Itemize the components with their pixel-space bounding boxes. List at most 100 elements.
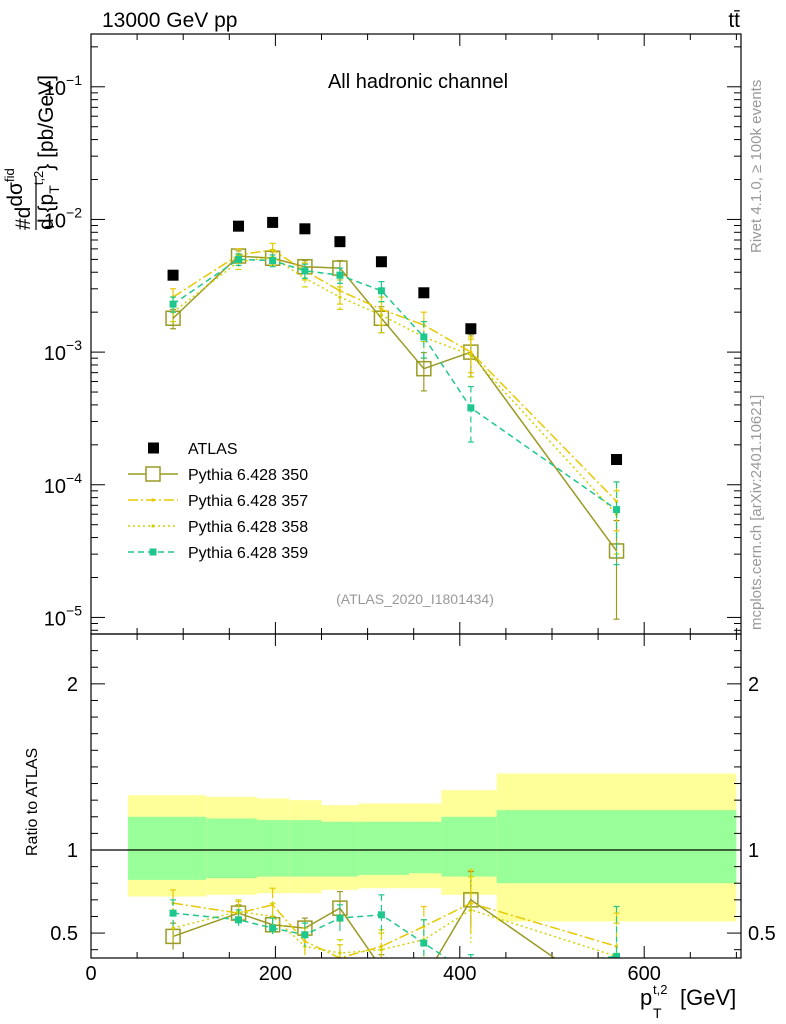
ratio-point: [614, 944, 619, 948]
y-label-dsigma: dσ: [4, 182, 27, 207]
ratio-band-inner: [409, 821, 442, 874]
ratio-panel: 0 200 400 600 0.5 0.5 1 1 2 2: [50, 633, 776, 1008]
ratio-point: [374, 961, 388, 975]
ratio-tick-label-left: 2: [67, 674, 78, 696]
ratio-band-inner: [321, 821, 359, 877]
ratio-point: [301, 931, 309, 939]
atlas-point: [334, 236, 346, 248]
ratio-point: [610, 994, 624, 1008]
atlas-point: [418, 287, 430, 299]
atlas-point: [299, 223, 311, 235]
legend-marker: [149, 548, 157, 556]
ratio-band-inner: [289, 820, 322, 877]
ratio-point: [338, 951, 342, 955]
legend: ATLAS Pythia 6.428 350 Pythia 6.428 357 Pyt…: [128, 441, 308, 562]
y-tick-label: 10−2: [44, 204, 82, 232]
ratio-point: [469, 908, 473, 912]
x-label-unit: [GeV]: [680, 985, 736, 1010]
ratio-point: [417, 973, 431, 987]
ratio-point: [379, 944, 384, 948]
data-point: [235, 255, 243, 263]
data-point: [420, 333, 428, 341]
mcplots-label: mcplots.cern.ch [arXiv:2401.10621]: [748, 395, 765, 630]
ratio-tick-label-right: 2: [748, 674, 759, 696]
x-label-T: T: [653, 1005, 662, 1021]
y-label-dp: d {p: [35, 194, 58, 230]
legend-marker: [151, 498, 155, 502]
ratio-line: [172, 902, 617, 958]
legend-label: Pythia 6.428 359: [188, 545, 308, 562]
x-label-t2: t,2: [653, 982, 667, 997]
y-axis-label-denominator: d {pTt,2} [pb/GeV]: [31, 75, 62, 230]
legend-marker: [151, 524, 155, 528]
y-tick-label: 10−5: [44, 602, 82, 630]
ratio-tick-label-right: 1: [748, 840, 759, 862]
series-1: [165, 248, 625, 620]
x-axis-label: p T t,2 [GeV]: [640, 982, 736, 1021]
ratio-tick-label-right: 0.5: [748, 923, 776, 945]
data-point: [469, 353, 473, 357]
legend-marker: [148, 442, 159, 454]
series-atlas: [167, 216, 623, 466]
y-tick-label: 10−3: [44, 337, 82, 365]
x-tick-label: 0: [85, 963, 96, 985]
ratio-band-inner: [358, 821, 410, 875]
ratio-y-label: Ratio to ATLAS: [24, 748, 41, 856]
y-label-hash: #d: [12, 207, 35, 230]
x-tick-label: 200: [259, 963, 292, 985]
ratio-point: [303, 944, 307, 948]
ratio-band-inner: [441, 816, 497, 877]
x-tick-label: 400: [443, 963, 476, 985]
svg-text:p: p: [640, 985, 652, 1010]
y-tick-label: 10−4: [44, 470, 82, 498]
data-point: [336, 271, 344, 279]
ratio-point: [235, 916, 243, 924]
ratio-point: [271, 914, 275, 919]
data-point: [379, 313, 384, 317]
atlas-point: [375, 256, 387, 268]
series-4: [169, 253, 621, 566]
ratio-point: [613, 952, 621, 958]
data-point: [169, 300, 177, 308]
ratio-band-inner: [206, 818, 257, 879]
data-point: [338, 289, 342, 293]
ratio-point: [377, 911, 385, 919]
x-label-p: p: [640, 985, 652, 1010]
header-right: tt̄: [728, 9, 740, 32]
main-frame: [90, 33, 742, 635]
chart-title: All hadronic channel: [328, 71, 508, 93]
data-point: [416, 360, 432, 377]
data-point: [301, 267, 309, 275]
ratio-point: [379, 948, 384, 952]
ratio-point: [169, 909, 177, 917]
y-tick-label: 10−1: [44, 72, 82, 100]
legend-label: Pythia 6.428 350: [188, 467, 308, 484]
y-label-t2: t,2: [31, 171, 46, 185]
legend-label: ATLAS: [188, 441, 238, 458]
ratio-frame: [90, 633, 742, 959]
atlas-point: [233, 220, 245, 232]
legend-label: Pythia 6.428 358: [188, 519, 308, 536]
ratio-band-inner: [256, 820, 290, 877]
data-point: [269, 257, 277, 265]
analysis-id: (ATLAS_2020_I1801434): [336, 591, 494, 607]
data-point: [613, 506, 621, 514]
x-tick-label: 600: [628, 963, 661, 985]
header-left: 13000 GeV pp: [102, 9, 237, 32]
ratio-point: [171, 926, 175, 930]
atlas-point: [267, 216, 279, 228]
legend-marker: [145, 466, 161, 482]
main-panel: 10−5 10−4 10−3 10−2 10−1 ATLAS Pythia 6.428 35…: [44, 33, 742, 958]
atlas-point: [167, 269, 179, 281]
ratio-point: [420, 939, 428, 947]
series-2: [170, 242, 620, 532]
data-point: [379, 307, 384, 311]
data-point: [338, 295, 342, 299]
ratio-point: [303, 939, 307, 943]
y-label-fid: fid: [2, 168, 17, 182]
svg-text:d {pTt,2} [pb/GeV]: d {pTt,2} [pb/GeV]: [31, 75, 62, 230]
ratio-tick-label-left: 1: [67, 840, 78, 862]
y-label-T: T: [46, 185, 62, 194]
legend-label: Pythia 6.428 357: [188, 493, 308, 510]
